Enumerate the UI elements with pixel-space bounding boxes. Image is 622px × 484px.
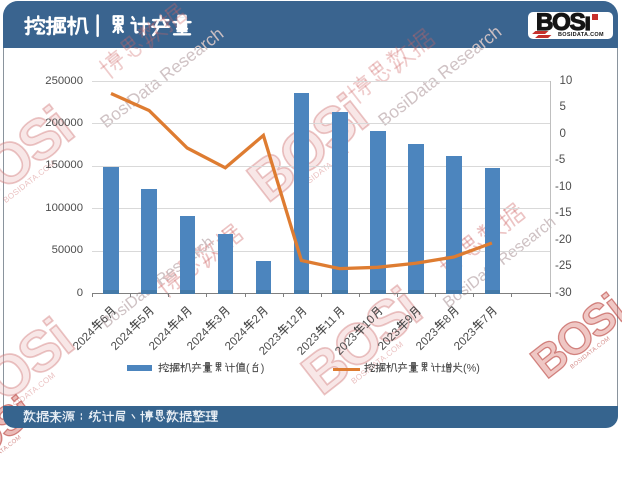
svg-text:): ) bbox=[261, 363, 265, 375]
svg-text:(: ( bbox=[246, 363, 250, 375]
svg-text:12: 12 bbox=[284, 313, 302, 331]
svg-text:(%): (%) bbox=[463, 363, 480, 375]
